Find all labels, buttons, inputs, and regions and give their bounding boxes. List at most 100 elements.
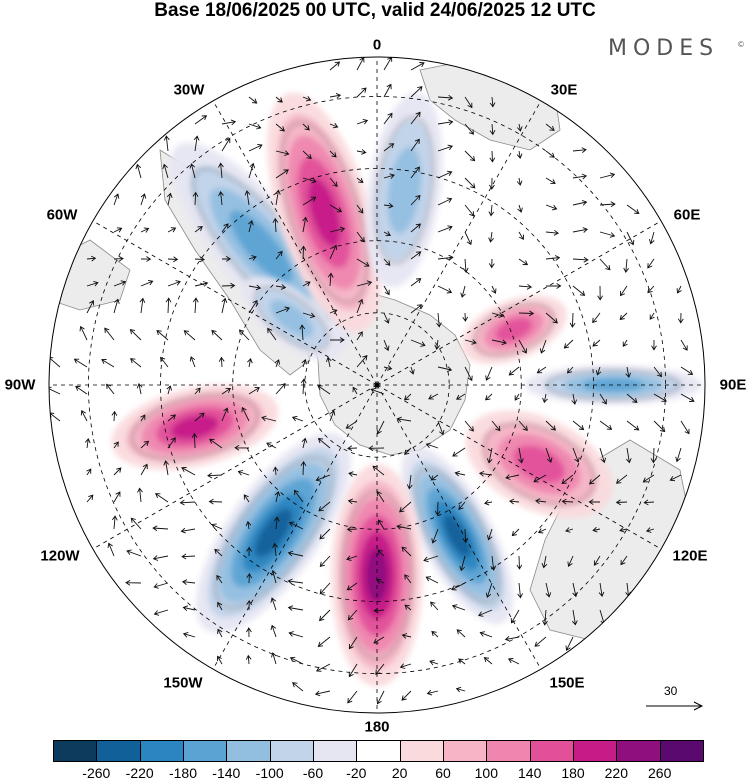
wind-vector-395	[182, 605, 196, 612]
wind-vector-54	[410, 166, 420, 179]
wind-vector-128	[167, 280, 181, 287]
wind-vector-206	[383, 365, 393, 371]
colorbar-swatch-4	[183, 740, 228, 762]
wind-vector-77	[517, 204, 523, 213]
wind-vector-428	[271, 652, 277, 665]
wind-vector-188	[539, 339, 547, 354]
wind-vector-349	[511, 528, 520, 537]
wind-vector-174	[156, 329, 169, 341]
wind-vector-283	[545, 447, 553, 463]
wind-vector-115	[410, 251, 422, 260]
wind-vector-316	[179, 499, 196, 506]
wind-vector-83	[140, 227, 150, 233]
colorbar-tick-label: -20	[346, 765, 367, 781]
wind-vector-404	[430, 601, 439, 611]
wind-vector-307	[561, 474, 574, 485]
wind-vector-415	[288, 631, 304, 638]
wind-vector-207	[409, 366, 415, 375]
wind-vector-94	[437, 225, 453, 233]
colorbar-swatch-11	[486, 740, 531, 762]
wind-vector-338	[211, 523, 223, 530]
wind-vector-398	[270, 597, 277, 611]
wind-vector-202	[274, 359, 281, 368]
lon-label-60e: 60E	[673, 206, 701, 224]
wind-vector-247	[194, 412, 205, 422]
cell-pink-100w-contour	[131, 394, 259, 460]
wind-vector-161	[436, 312, 442, 328]
wind-vector-299	[348, 471, 358, 477]
wind-vector-228	[317, 385, 331, 395]
wind-vector-379	[246, 573, 253, 584]
anomaly-field-layer	[111, 92, 702, 687]
wind-vector-226	[275, 383, 286, 395]
wind-vector-209	[464, 366, 473, 382]
wind-vector-109	[248, 255, 257, 261]
wind-vector-402	[373, 607, 385, 614]
wind-vector-3	[410, 62, 425, 71]
brand-logo: MODES	[608, 36, 720, 61]
wind-vector-260	[545, 420, 557, 431]
wind-vector-422	[479, 631, 493, 638]
wind-vector-156	[302, 312, 316, 319]
wind-vector-107	[194, 256, 205, 263]
wind-vector-286	[625, 447, 632, 464]
wind-vector-399	[287, 605, 304, 611]
wind-vector-305	[505, 474, 520, 480]
wind-vector-47	[218, 162, 224, 179]
wind-vector-79	[572, 199, 588, 206]
wind-vector-17	[275, 123, 285, 132]
wind-vector-339	[245, 520, 252, 530]
colorbar-tick-label: -220	[125, 765, 154, 781]
wind-vector-158	[356, 298, 364, 314]
wind-vector-106	[167, 256, 179, 263]
colorbar-tick-label: 220	[604, 765, 628, 781]
wind-vector-437	[507, 658, 520, 665]
wind-vector-321	[318, 501, 331, 512]
wind-vector-33	[302, 150, 312, 160]
wind-vector-421	[456, 629, 466, 638]
wind-vector-324	[399, 501, 412, 513]
lon-label-0: 0	[372, 36, 382, 54]
wind-vector-329	[535, 498, 547, 505]
wind-vector-11	[437, 94, 454, 101]
lon-label-180: 180	[364, 718, 390, 736]
wind-vector-434	[429, 659, 439, 666]
wind-vector-59	[545, 177, 556, 185]
wind-vector-230	[370, 387, 385, 395]
wind-vector-105	[140, 256, 152, 262]
wind-vector-254	[376, 420, 385, 435]
wind-vector-241	[680, 393, 695, 402]
meridian-30	[376, 100, 542, 386]
wind-vector-320	[293, 489, 304, 503]
colorbar-tick-label: -60	[302, 765, 324, 781]
colorbar-swatch-12	[529, 740, 574, 762]
wind-vector-425	[565, 636, 574, 651]
colorbar-swatch-6	[269, 740, 314, 762]
wind-vector-91	[356, 231, 365, 243]
wind-vector-391	[572, 582, 578, 598]
wind-vector-195	[73, 358, 88, 368]
wind-vector-51	[329, 177, 338, 188]
wind-vector-178	[267, 327, 277, 341]
wind-vector-280	[452, 447, 466, 457]
wind-vector-366	[401, 546, 412, 557]
colorbar-tick-label: 100	[474, 765, 498, 781]
wind-vector-386	[425, 576, 439, 584]
wind-vector-199	[189, 356, 196, 368]
wind-vector-181	[356, 331, 363, 341]
wind-vector-390	[545, 582, 552, 598]
colorbar-tick-label: 180	[561, 765, 585, 781]
wind-vector-127	[140, 279, 154, 287]
wind-vector-258	[491, 420, 501, 432]
wind-vector-186	[491, 339, 507, 346]
wind-vector-277	[368, 445, 385, 452]
wind-vector-116	[437, 254, 454, 261]
wind-vector-360	[246, 546, 252, 557]
wind-vector-430	[316, 663, 331, 672]
lon-label-120e: 120E	[672, 547, 708, 565]
wind-vector-208	[437, 366, 453, 372]
wind-vector-385	[404, 574, 412, 584]
wind-vector-147	[676, 285, 682, 294]
wind-vector-46	[189, 163, 196, 179]
colorbar-tick-label: -140	[212, 765, 241, 781]
